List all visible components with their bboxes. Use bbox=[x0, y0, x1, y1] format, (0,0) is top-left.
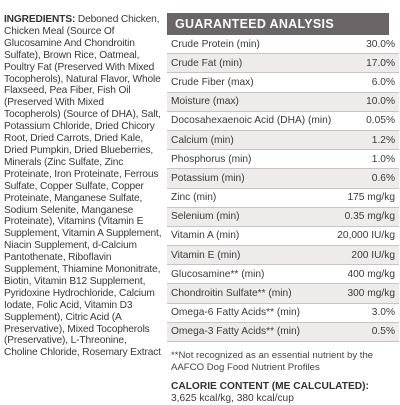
analysis-row-label: Docosahexaenoic Acid (DHA) (min) bbox=[167, 111, 334, 131]
analysis-row-value: 400 mg/kg bbox=[333, 264, 400, 285]
analysis-row-value: 10.0% bbox=[333, 92, 400, 112]
analysis-row-label: Selenium (min) bbox=[167, 207, 334, 227]
analysis-row-value: 0.35 mg/kg bbox=[333, 207, 400, 227]
analysis-row-label: Crude Fat (min) bbox=[167, 53, 334, 74]
analysis-row-label: Moisture (max) bbox=[167, 92, 334, 112]
ingredients-block: INGREDIENTS: Deboned Chicken, Chicken Me… bbox=[4, 14, 162, 359]
analysis-row: Vitamin E (min) 200 IU/kg bbox=[167, 245, 400, 266]
ingredients-title: INGREDIENTS: bbox=[4, 14, 76, 25]
analysis-row-label: Crude Protein (min) bbox=[167, 35, 334, 55]
analysis-row: Crude Protein (min) 30.0% bbox=[167, 35, 400, 55]
analysis-row: Docosahexaenoic Acid (DHA) (min) 0.05% bbox=[167, 111, 400, 131]
analysis-row: Selenium (min) 0.35 mg/kg bbox=[167, 207, 400, 227]
analysis-row-label: Crude Fiber (max) bbox=[167, 72, 334, 93]
analysis-row: Calcium (min) 1.2% bbox=[167, 130, 400, 151]
analysis-row: Chondroitin Sulfate** (min) 300 mg/kg bbox=[167, 283, 400, 304]
analysis-row: Phosphorus (min) 1.0% bbox=[167, 149, 400, 170]
analysis-row-value: 0.05% bbox=[333, 111, 400, 131]
analysis-row-label: Omega-6 Fatty Acids** (min) bbox=[167, 303, 334, 323]
analysis-row: Omega-3 Fatty Acids** (min) 0.5% bbox=[167, 322, 400, 343]
guaranteed-analysis-title: GUARANTEED ANALYSIS bbox=[167, 13, 389, 35]
analysis-row-label: Vitamin E (min) bbox=[167, 245, 334, 266]
analysis-row-label: Vitamin A (min) bbox=[167, 226, 334, 247]
guaranteed-analysis-table: Crude Protein (min) 30.0% Crude Fat (min) 1… bbox=[167, 35, 400, 343]
analysis-row: Vitamin A (min) 20,000 IU/kg bbox=[167, 226, 400, 247]
analysis-row-value: 0.6% bbox=[333, 168, 400, 189]
ingredients-text: Deboned Chicken, Chicken Meal (Source Of… bbox=[4, 14, 162, 359]
calorie-content-value: 3,625 kcal/kg, 380 kcal/cup bbox=[171, 393, 294, 404]
analysis-row-value: 3.0% bbox=[333, 303, 400, 323]
analysis-row-value: 6.0% bbox=[333, 72, 400, 93]
analysis-row-label: Zinc (min) bbox=[167, 188, 334, 208]
analysis-row-value: 300 mg/kg bbox=[333, 283, 400, 304]
analysis-row: Moisture (max) 10.0% bbox=[167, 92, 400, 112]
analysis-row: Zinc (min) 175 mg/kg bbox=[167, 188, 400, 208]
analysis-row-value: 1.2% bbox=[333, 130, 400, 151]
calorie-content-title: CALORIE CONTENT (ME CALCULATED): bbox=[171, 381, 369, 392]
analysis-row: Glucosamine** (min) 400 mg/kg bbox=[167, 264, 400, 285]
analysis-row-value: 20,000 IU/kg bbox=[333, 226, 400, 247]
analysis-row-label: Chondroitin Sulfate** (min) bbox=[167, 283, 334, 304]
analysis-row: Potassium (min) 0.6% bbox=[167, 168, 400, 189]
analysis-row-value: 1.0% bbox=[333, 149, 400, 170]
analysis-row-label: Omega-3 Fatty Acids** (min) bbox=[167, 322, 334, 343]
analysis-row-label: Glucosamine** (min) bbox=[167, 264, 334, 285]
analysis-row-value: 175 mg/kg bbox=[333, 188, 400, 208]
guaranteed-analysis-panel: GUARANTEED ANALYSIS Crude Protein (min) 3… bbox=[167, 13, 400, 405]
analysis-row-label: Phosphorus (min) bbox=[167, 149, 334, 170]
analysis-table-body: Crude Protein (min) 30.0% Crude Fat (min) 1… bbox=[167, 35, 400, 343]
analysis-row: Crude Fat (min) 17.0% bbox=[167, 53, 400, 74]
analysis-row: Crude Fiber (max) 6.0% bbox=[167, 72, 400, 93]
analysis-row-value: 200 IU/kg bbox=[333, 245, 400, 266]
analysis-row-value: 30.0% bbox=[333, 35, 400, 55]
analysis-footnote: **Not recognized as an essential nutrien… bbox=[171, 350, 374, 373]
analysis-row: Omega-6 Fatty Acids** (min) 3.0% bbox=[167, 303, 400, 323]
analysis-row-label: Calcium (min) bbox=[167, 130, 334, 151]
calorie-content: CALORIE CONTENT (ME CALCULATED): 3,625 k… bbox=[171, 381, 389, 405]
analysis-row-value: 17.0% bbox=[333, 53, 400, 74]
analysis-row-value: 0.5% bbox=[333, 322, 400, 343]
analysis-row-label: Potassium (min) bbox=[167, 168, 334, 189]
